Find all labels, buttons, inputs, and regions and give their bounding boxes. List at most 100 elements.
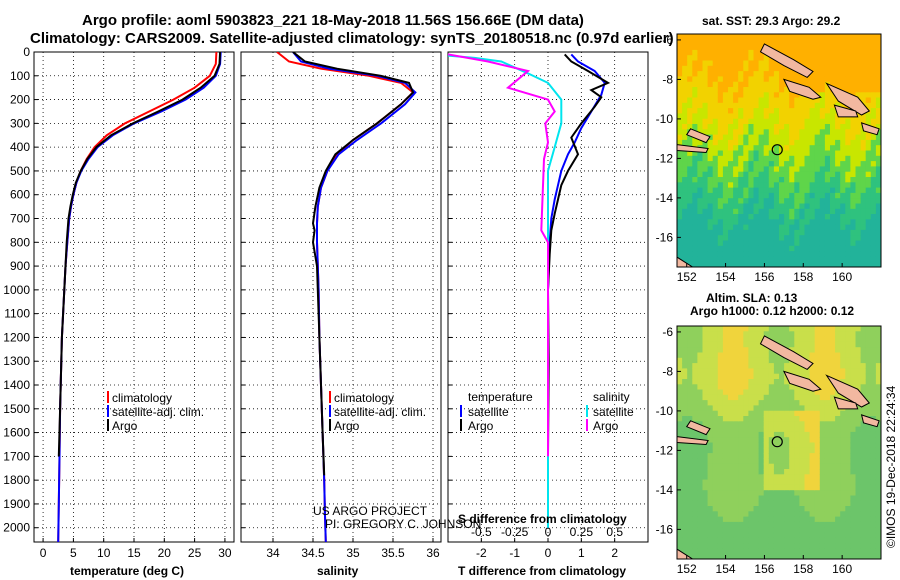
map-cell — [865, 187, 872, 194]
map-cell — [850, 34, 857, 40]
map-cell — [804, 331, 811, 338]
map-cell — [763, 521, 770, 528]
map-cell — [712, 256, 719, 263]
map-cell — [748, 527, 755, 534]
map-cell — [860, 214, 867, 220]
map-cell — [692, 506, 698, 512]
map-cell — [830, 384, 836, 391]
map-cell — [789, 416, 795, 422]
map-cell — [799, 506, 806, 512]
map-cell — [855, 352, 862, 359]
map-cell — [753, 76, 760, 83]
map-cell — [809, 192, 816, 199]
map-cell — [845, 87, 851, 93]
map-cell — [794, 171, 800, 178]
map-cell — [733, 447, 739, 454]
map-cell — [768, 150, 775, 157]
map-cell — [835, 484, 841, 491]
map-cell — [814, 97, 821, 104]
map-cell — [779, 527, 785, 534]
map-cell — [717, 543, 724, 549]
map-cell — [697, 384, 704, 391]
map-cell — [692, 336, 698, 343]
map-cell — [748, 373, 755, 380]
map-cell — [768, 145, 775, 152]
legend-label-t-argo: Argo — [468, 419, 494, 433]
map-cell — [722, 214, 729, 220]
map-cell — [748, 469, 755, 475]
map-cell — [850, 416, 857, 422]
map-cell — [733, 394, 739, 401]
x-tick-label: 0 — [40, 546, 47, 560]
map-cell — [809, 511, 816, 518]
map-cell — [875, 532, 881, 539]
map-cell — [830, 400, 836, 406]
map-cell — [748, 39, 755, 46]
map-cell — [875, 373, 881, 380]
map-cell — [748, 76, 755, 83]
map-cell — [845, 521, 851, 528]
map-cell — [712, 347, 719, 354]
map-cell — [875, 463, 881, 470]
map-cell — [779, 113, 785, 120]
map-cell — [784, 92, 790, 99]
map-cell — [743, 437, 749, 444]
map-cell — [773, 224, 780, 231]
map-cell — [865, 363, 872, 369]
map-cell — [702, 527, 709, 534]
island — [782, 370, 822, 392]
map-cell — [773, 352, 780, 359]
map-cell — [733, 113, 739, 120]
map-cell — [763, 352, 770, 359]
map-cell — [819, 129, 826, 136]
map-cell — [784, 527, 790, 534]
map-cell — [743, 92, 749, 99]
map-cell — [809, 155, 816, 162]
map-cell — [855, 326, 862, 332]
map-cell — [748, 229, 755, 236]
map-cell — [799, 400, 806, 406]
map-cell — [773, 384, 780, 391]
map-cell — [682, 224, 688, 231]
map-cell — [845, 182, 851, 189]
map-cell — [682, 139, 688, 146]
map-cell — [697, 92, 704, 99]
map-cell — [845, 39, 851, 46]
map-cell — [753, 224, 760, 231]
map-cell — [860, 251, 867, 257]
map-cell — [717, 458, 724, 465]
map-cell — [753, 251, 760, 257]
map-cell — [835, 150, 841, 157]
map-cell — [809, 527, 816, 534]
map-cell — [794, 39, 800, 46]
map-cell — [733, 44, 739, 51]
map-cell — [702, 87, 709, 93]
map-cell — [840, 516, 846, 523]
map-cell — [870, 331, 877, 338]
map-cell — [814, 60, 821, 67]
map-cell — [738, 400, 744, 406]
map-cell — [707, 326, 714, 332]
map-cell — [768, 219, 775, 226]
map-cell — [702, 155, 709, 162]
map-cell — [707, 150, 714, 157]
map-cell — [814, 495, 821, 502]
map-cell — [789, 511, 795, 518]
map-cell — [865, 44, 872, 51]
map-cell — [763, 87, 770, 93]
map-cell — [804, 400, 811, 406]
map-cell — [835, 326, 841, 332]
map-cell — [840, 368, 846, 375]
map-cell — [768, 235, 775, 242]
map-cell — [722, 458, 729, 465]
map-cell — [712, 368, 719, 375]
map-cell — [814, 177, 821, 183]
map-cell — [794, 245, 800, 252]
map-cell — [779, 198, 785, 205]
map-cell — [809, 442, 816, 449]
map-cell — [692, 394, 698, 401]
map-cell — [743, 102, 749, 109]
map-cell — [717, 113, 724, 120]
map-cell — [677, 341, 683, 348]
map-cell — [784, 379, 790, 385]
